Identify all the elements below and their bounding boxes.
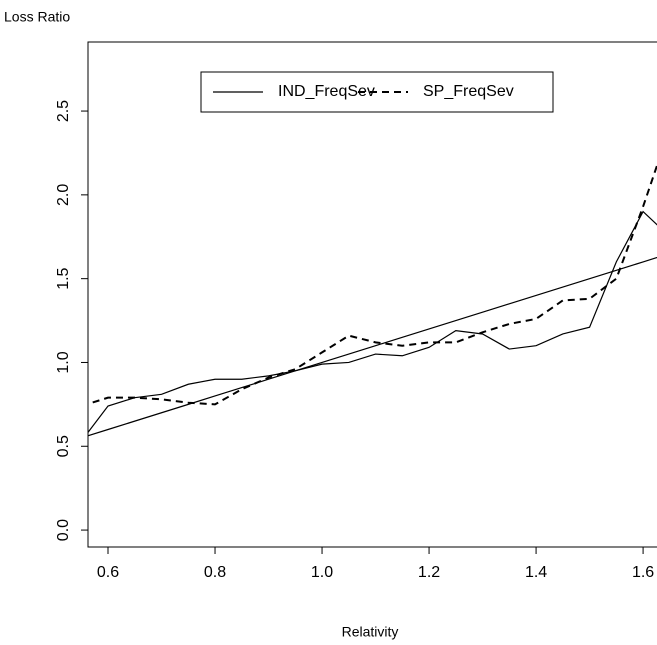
legend-label: IND_FreqSev bbox=[278, 83, 375, 100]
y-axis-label: Loss Ratio bbox=[4, 9, 70, 25]
x-axis-label: Relativity bbox=[342, 624, 399, 640]
plot-box bbox=[87, 41, 657, 548]
x-tick-label: 1.4 bbox=[525, 564, 547, 581]
y-tick-label: 1.5 bbox=[55, 267, 72, 289]
plot-area bbox=[88, 162, 657, 437]
x-tick-label: 0.6 bbox=[97, 564, 119, 581]
series-line bbox=[88, 210, 657, 434]
y-tick-label: 0.0 bbox=[55, 519, 72, 541]
series-line bbox=[88, 256, 657, 437]
y-tick-label: 2.5 bbox=[55, 100, 72, 122]
x-tick-label: 0.8 bbox=[204, 564, 226, 581]
x-tick-label: 1.6 bbox=[632, 564, 654, 581]
x-tick-label: 1.0 bbox=[311, 564, 333, 581]
y-tick-label: 2.0 bbox=[55, 184, 72, 206]
series-line bbox=[88, 162, 657, 406]
y-tick-label: 1.0 bbox=[55, 351, 72, 373]
legend: IND_FreqSev SP_FreqSev bbox=[200, 71, 554, 113]
y-tick-label: 0.5 bbox=[55, 435, 72, 457]
x-tick-label: 1.2 bbox=[418, 564, 440, 581]
legend-label: SP_FreqSev bbox=[423, 83, 514, 100]
